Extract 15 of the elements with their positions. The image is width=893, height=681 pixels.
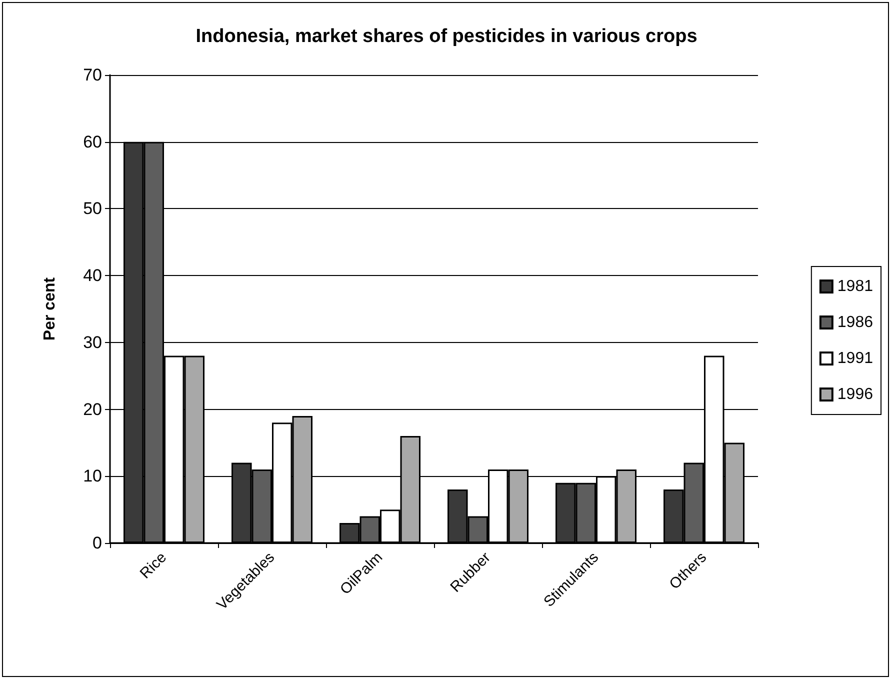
y-tick-label: 20	[83, 400, 102, 419]
y-axis-title: Per cent	[42, 276, 58, 341]
chart-title: Indonesia, market shares of pesticides in various crops	[196, 26, 698, 47]
legend-label: 1991	[837, 350, 874, 367]
legend-label: 1996	[837, 386, 874, 403]
y-tick-label: 70	[83, 66, 102, 84]
legend-label: 1986	[837, 314, 874, 331]
legend-label: 1981	[837, 278, 874, 295]
x-tick-label: Rice	[136, 548, 170, 582]
y-tick-label: 0	[92, 534, 102, 552]
y-tick-label: 50	[83, 199, 102, 218]
y-tick-label: 30	[83, 332, 102, 352]
y-tick-label: 40	[83, 266, 102, 286]
y-tick-label: 60	[83, 132, 102, 152]
y-tick-label: 10	[83, 466, 102, 486]
